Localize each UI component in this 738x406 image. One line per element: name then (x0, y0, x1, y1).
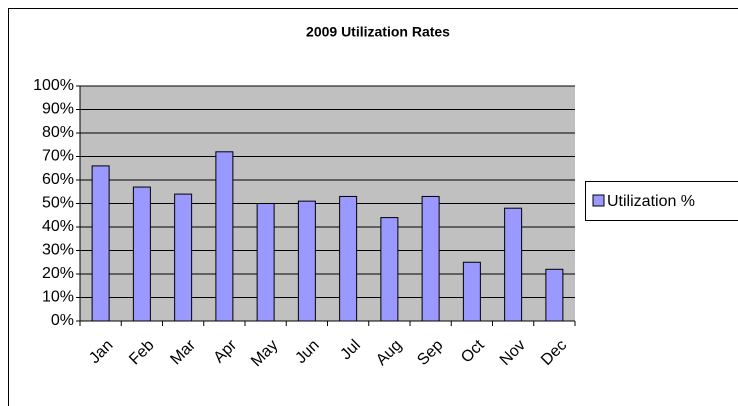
bar (174, 193, 193, 322)
bar (215, 151, 234, 322)
y-tick-label: 70% (42, 148, 74, 165)
chart-title: 2009 Utilization Rates (306, 24, 450, 40)
bar (462, 261, 481, 322)
bar (421, 195, 440, 322)
y-tick-label: 0% (51, 312, 74, 329)
y-tick-label: 30% (42, 242, 74, 259)
bar (545, 268, 564, 322)
y-tick-label: 80% (42, 124, 74, 141)
legend-label: Utilization % (607, 193, 695, 210)
y-tick-label: 40% (42, 218, 74, 235)
bar (297, 200, 316, 322)
y-tick-label: 100% (33, 77, 74, 94)
y-tick-label: 60% (42, 171, 74, 188)
bar (339, 195, 358, 322)
bar (380, 217, 399, 322)
y-tick-label: 90% (42, 101, 74, 118)
legend-swatch (592, 194, 605, 207)
bar (256, 203, 275, 322)
bar (132, 186, 151, 322)
bar (504, 207, 523, 322)
y-tick-label: 10% (42, 289, 74, 306)
y-tick-label: 20% (42, 265, 74, 282)
bar (91, 165, 110, 322)
legend-box (585, 181, 738, 221)
y-tick-label: 50% (42, 195, 74, 212)
